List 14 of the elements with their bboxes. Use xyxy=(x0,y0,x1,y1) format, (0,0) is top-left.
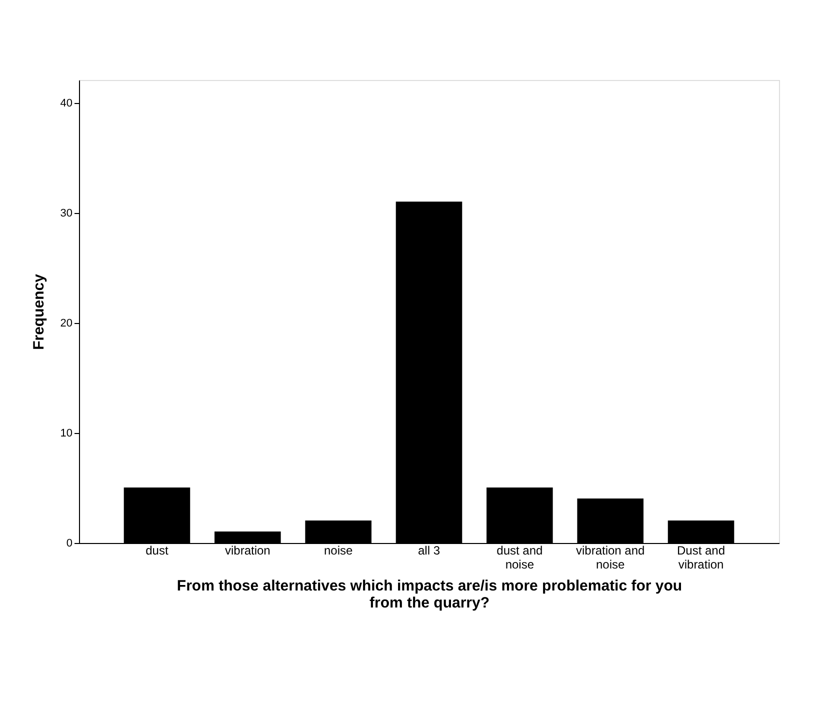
y-tick-label: 20 xyxy=(60,318,72,330)
x-tick-label: dust xyxy=(146,544,169,558)
x-axis-title: From those alternatives which impacts are/is more problematic for you from the quarry? xyxy=(176,578,682,612)
y-tick-label: 10 xyxy=(60,428,72,440)
x-tick-label: dust and noise xyxy=(496,544,543,572)
x-tick-label: all 3 xyxy=(418,544,440,558)
x-tick-label: vibration xyxy=(224,544,270,558)
x-tick-label: Dust and vibration xyxy=(677,544,726,572)
y-tick-label: 40 xyxy=(60,98,72,110)
y-axis-title: Frequency xyxy=(30,273,48,350)
x-tick-label: vibration and noise xyxy=(576,544,645,572)
y-tick-label: 30 xyxy=(60,208,72,220)
x-tick-label: noise xyxy=(324,544,353,558)
y-tick-label: 0 xyxy=(66,538,72,550)
